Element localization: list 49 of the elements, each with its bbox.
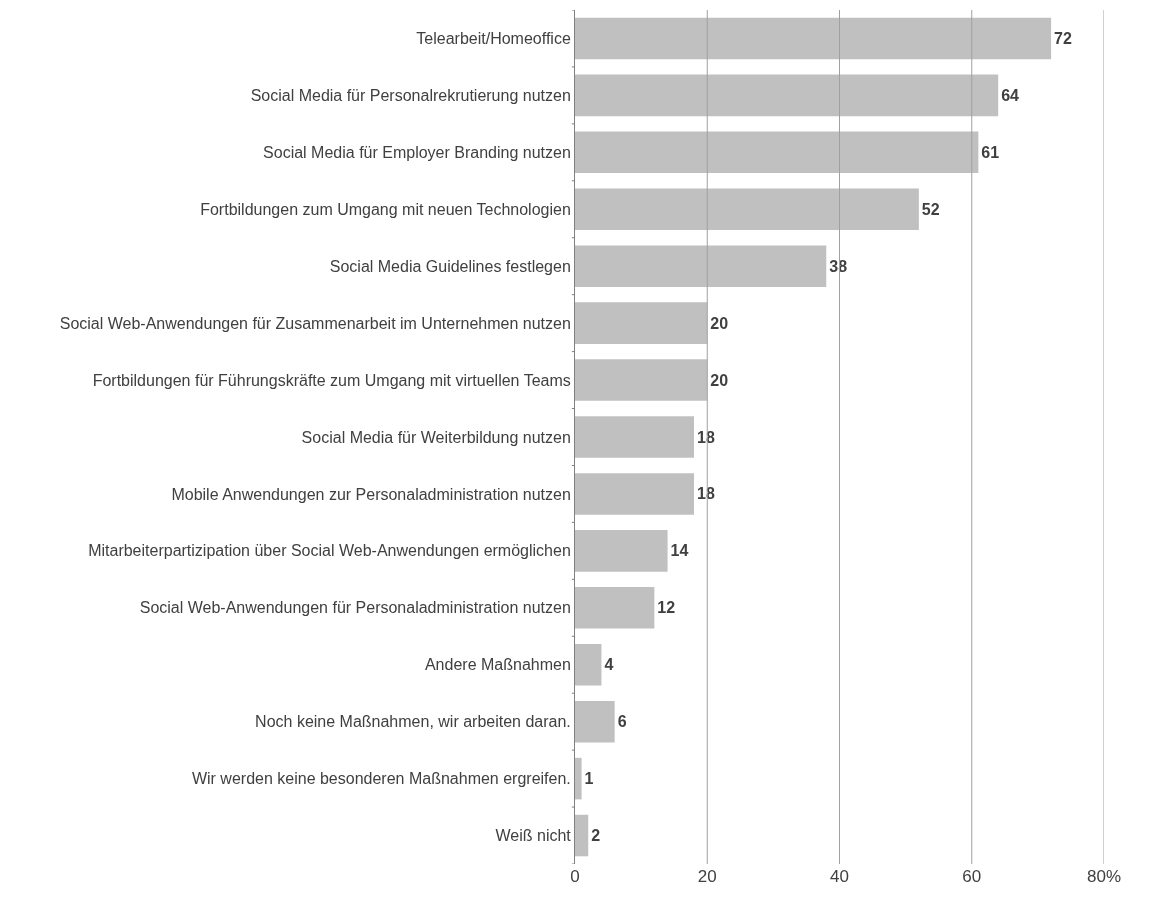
y-tick-label: Social Media für Employer Branding nutzen — [263, 143, 571, 161]
y-tick-label: Social Web-Anwendungen für Zusammenarbeit im Unternehmen nutzen — [59, 314, 571, 332]
y-tick-label: Social Media für Weiterbildung nutzen — [301, 428, 571, 446]
bar — [575, 245, 827, 287]
bar — [575, 587, 655, 629]
y-tick-label: Fortbildungen zum Umgang mit neuen Technologien — [200, 200, 571, 218]
y-tick-label: Wir werden keine besonderen Maßnahmen ergreifen. — [191, 770, 571, 788]
x-tick-label: 40 — [830, 867, 849, 886]
bar — [575, 302, 708, 344]
bar — [575, 416, 695, 458]
bar — [575, 188, 919, 231]
data-label: 1 — [584, 770, 594, 788]
data-label: 14 — [670, 542, 689, 560]
data-label: 18 — [697, 485, 715, 503]
data-label: 18 — [697, 428, 715, 446]
y-tick-label: Fortbildungen für Führungskräfte zum Umgang mit virtuellen Teams — [92, 371, 571, 389]
bar — [575, 359, 708, 401]
data-label: 4 — [604, 656, 614, 674]
bar — [575, 530, 668, 572]
bar — [575, 74, 999, 117]
y-tick-label: Social Media für Personalrekrutierung nutzen — [250, 87, 571, 104]
y-tick-label: Noch keine Maßnahmen, wir arbeiten daran. — [255, 713, 571, 731]
data-label: 12 — [657, 599, 676, 617]
x-tick-label: 0 — [570, 867, 580, 886]
y-tick-label: Weiß nicht — [495, 827, 572, 845]
bar — [575, 700, 615, 743]
bar — [575, 473, 695, 515]
bar — [575, 131, 979, 174]
y-tick-label: Mobile Anwendungen zur Personaladministration nutzen — [171, 485, 571, 503]
x-tick-label: 80% — [1086, 867, 1122, 886]
data-label: 52 — [921, 200, 940, 218]
y-tick-label: Social Web-Anwendungen für Personaladministration nutzen — [139, 599, 571, 617]
y-tick-label: Andere Maßnahmen — [424, 656, 571, 674]
bar — [575, 643, 602, 686]
bar — [575, 757, 582, 800]
y-tick-label: Telearbeit/Homeoffice — [416, 30, 571, 48]
data-label: 6 — [617, 713, 627, 731]
data-label: 72 — [1054, 29, 1072, 47]
x-tick-label: 60 — [962, 867, 982, 886]
data-label: 2 — [591, 827, 601, 845]
y-tick-label: Mitarbeiterpartizipation über Social Web-Anwendungen ermöglichen — [88, 542, 571, 560]
data-label: 64 — [1001, 86, 1020, 104]
data-label: 20 — [710, 314, 729, 332]
data-label: 20 — [710, 371, 729, 389]
bar — [575, 17, 1052, 60]
x-tick-label: 20 — [697, 867, 717, 886]
data-label: 61 — [981, 143, 1000, 161]
bar — [575, 814, 589, 857]
y-tick-label: Social Media Guidelines festlegen — [329, 257, 571, 275]
